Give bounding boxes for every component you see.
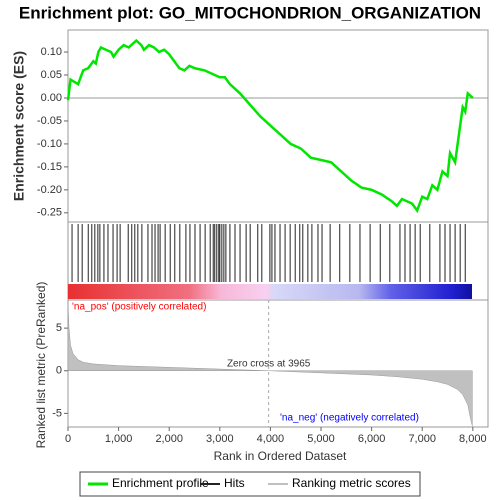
y-tick-label: 5: [56, 322, 62, 334]
y-tick-label: -0.10: [37, 138, 62, 150]
zero-cross-label: Zero cross at 3965: [227, 359, 311, 370]
y-tick-label: -5: [52, 407, 62, 419]
y-tick-label: 0.10: [41, 46, 62, 58]
annotation: 'na_pos' (positively correlated): [72, 302, 206, 313]
x-tick-label: 8,000: [459, 433, 487, 445]
x-axis-label: Rank in Ordered Dataset: [214, 449, 347, 463]
y-tick-label: -0.05: [37, 115, 62, 127]
x-tick-label: 3,000: [206, 433, 234, 445]
metric-area: [67, 302, 473, 427]
y-axis-label: Enrichment score (ES): [11, 51, 27, 201]
y-tick-label: -0.15: [37, 161, 62, 173]
x-tick-label: 5,000: [307, 433, 335, 445]
x-tick-label: 2,000: [155, 433, 183, 445]
legend-box: [79, 471, 421, 497]
enrichment-line: [66, 38, 474, 214]
x-tick-label: 6,000: [358, 433, 386, 445]
color-bar: [68, 284, 472, 299]
x-tick-label: 0: [65, 433, 71, 445]
legend-label: Ranking metric scores: [292, 476, 411, 490]
y-axis-label: Ranked list metric (PreRanked): [34, 282, 48, 449]
y-tick-label: 0: [56, 365, 62, 377]
legend-label: Hits: [224, 476, 245, 490]
x-tick-label: 1,000: [105, 433, 133, 445]
x-tick-label: 7,000: [408, 433, 436, 445]
x-tick-label: 4,000: [257, 433, 285, 445]
chart-title: Enrichment plot: GO_MITOCHONDRION_ORGANI…: [19, 3, 481, 22]
y-tick-label: 0.05: [41, 69, 62, 81]
y-tick-label: 0.00: [41, 92, 62, 104]
annotation: 'na_neg' (negatively correlated): [280, 413, 419, 424]
y-tick-label: -0.20: [37, 184, 62, 196]
legend-label: Enrichment profile: [112, 476, 209, 490]
y-tick-label: -0.25: [37, 207, 62, 219]
